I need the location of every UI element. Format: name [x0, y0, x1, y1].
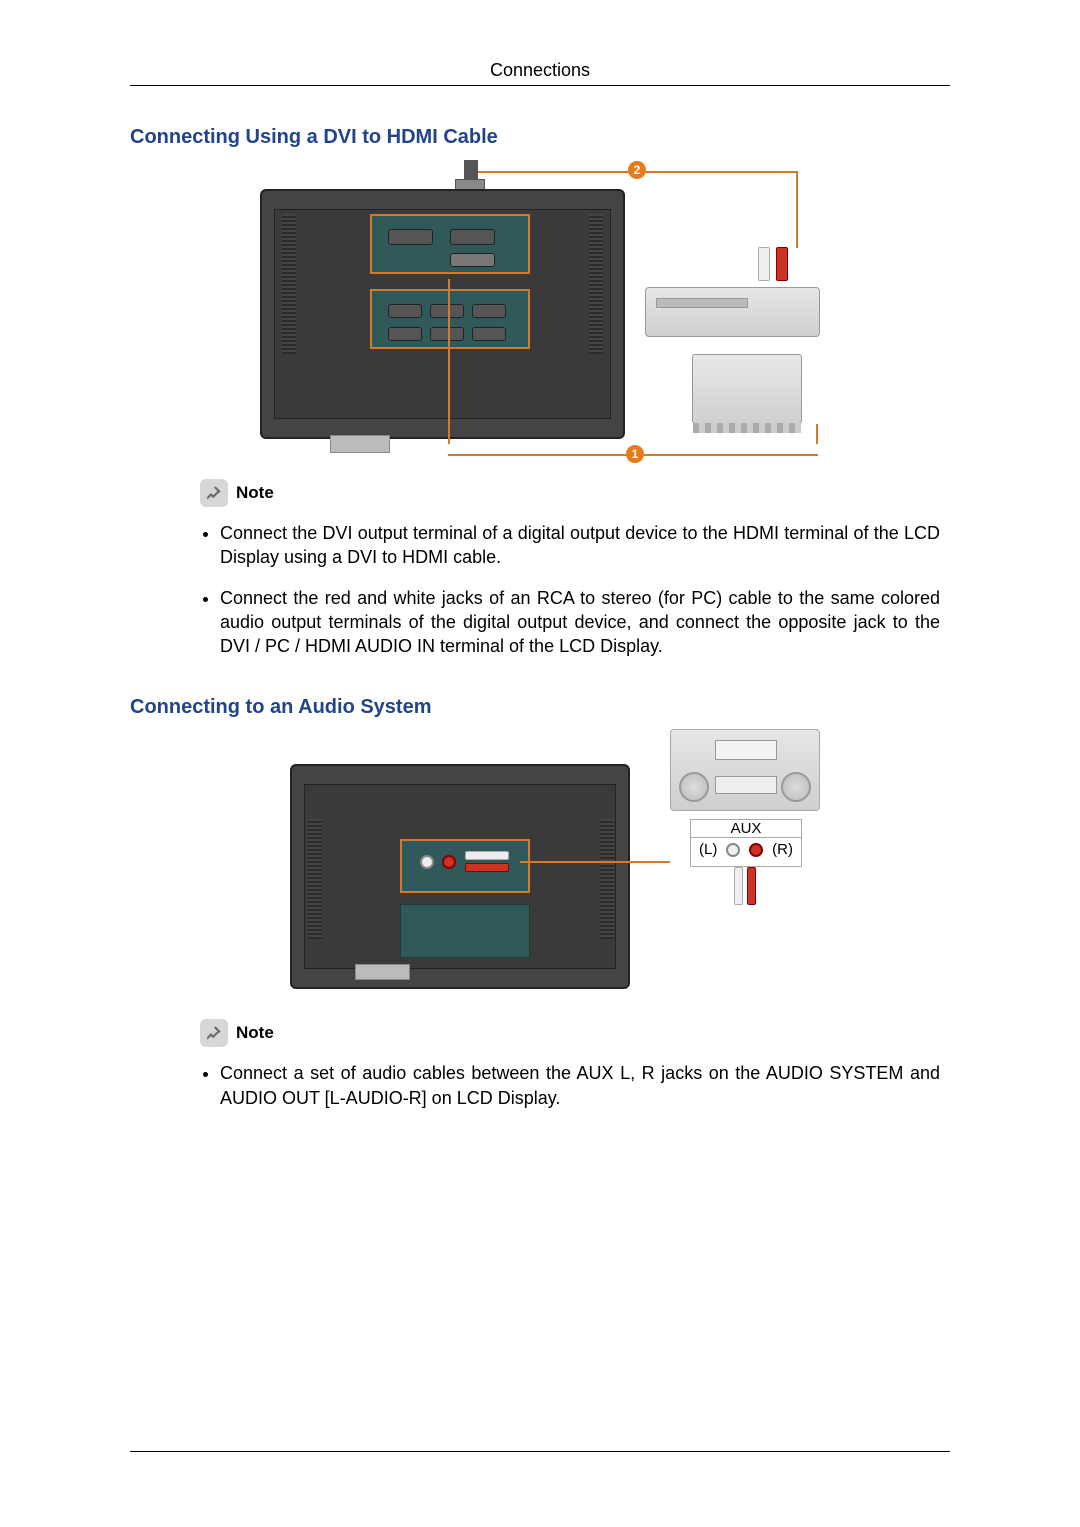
- rca-red-plug-icon: [776, 247, 788, 281]
- pc-device-icon: [692, 354, 802, 424]
- rca-plugs-icon: [754, 247, 794, 287]
- rca-horiz-plugs-icon: [465, 851, 525, 873]
- section1-bullets: Connect the DVI output terminal of a dig…: [220, 521, 940, 658]
- note-icon: [200, 479, 228, 507]
- aux-l-label: (L): [699, 841, 717, 858]
- audio-sys-speaker-r-icon: [781, 772, 811, 802]
- audio-sys-screen-icon: [715, 740, 777, 760]
- aux-plug-white-icon: [734, 867, 743, 905]
- port-audio-6-icon: [472, 327, 506, 341]
- tv-stand: [330, 435, 390, 453]
- audio-bracket: [520, 861, 670, 863]
- port-audio-5-icon: [430, 327, 464, 341]
- tv2-vent-right: [600, 819, 614, 939]
- header-rule: [130, 85, 950, 86]
- note-icon: [200, 1019, 228, 1047]
- aux-panel: AUX (L) (R): [690, 819, 802, 867]
- tv2-stand: [355, 964, 410, 980]
- tv-vent-left: [282, 214, 296, 354]
- section1-bullet-2: Connect the red and white jacks of an RC…: [220, 586, 940, 659]
- aux-mini-plugs-icon: [734, 867, 758, 909]
- section1-bullet-1: Connect the DVI output terminal of a dig…: [220, 521, 940, 570]
- section1-heading: Connecting Using a DVI to HDMI Cable: [130, 126, 950, 149]
- audio-sys-speaker-l-icon: [679, 772, 709, 802]
- aux-l-jack-icon: [726, 843, 740, 857]
- section2-note: Note: [200, 1019, 950, 1047]
- port-audio-2-icon: [430, 304, 464, 318]
- audio-figure: AUX (L) (R): [130, 729, 950, 999]
- badge-1: 1: [626, 445, 644, 463]
- aux-title: AUX: [691, 820, 801, 838]
- section2-bullet-1: Connect a set of audio cables between th…: [220, 1061, 940, 1110]
- aux-r-jack-icon: [749, 843, 763, 857]
- footer-rule: [130, 1451, 950, 1452]
- audio-system-icon: [670, 729, 820, 811]
- port-hdmi-icon: [450, 253, 495, 267]
- badge-2: 2: [628, 161, 646, 179]
- section2-note-label: Note: [236, 1023, 274, 1043]
- rca-h-white-icon: [465, 851, 509, 860]
- aux-r-label: (R): [772, 841, 793, 858]
- port-vga-icon: [450, 229, 495, 245]
- port-audio-4-icon: [388, 327, 422, 341]
- audio-sys-cassette-icon: [715, 776, 777, 794]
- audio-diagram: AUX (L) (R): [260, 729, 820, 999]
- section2-heading: Connecting to an Audio System: [130, 696, 950, 719]
- dvi-hdmi-figure: 2 1: [130, 159, 950, 459]
- rca-white-plug-icon: [758, 247, 770, 281]
- section2-bullets: Connect a set of audio cables between th…: [220, 1061, 940, 1110]
- page-header-title: Connections: [130, 60, 950, 81]
- aux-plug-red-icon: [747, 867, 756, 905]
- section1-note: Note: [200, 479, 950, 507]
- port-dvi-icon: [388, 229, 433, 245]
- tv2-vent-left: [308, 819, 322, 939]
- section1-note-label: Note: [236, 483, 274, 503]
- dvd-player-icon: [645, 287, 820, 337]
- tv-vent-right: [589, 214, 603, 354]
- dvi-hdmi-diagram: 2 1: [260, 159, 820, 459]
- port-audio-1-icon: [388, 304, 422, 318]
- lower-panel: [400, 904, 530, 958]
- port-audio-3-icon: [472, 304, 506, 318]
- rca-h-red-icon: [465, 863, 509, 872]
